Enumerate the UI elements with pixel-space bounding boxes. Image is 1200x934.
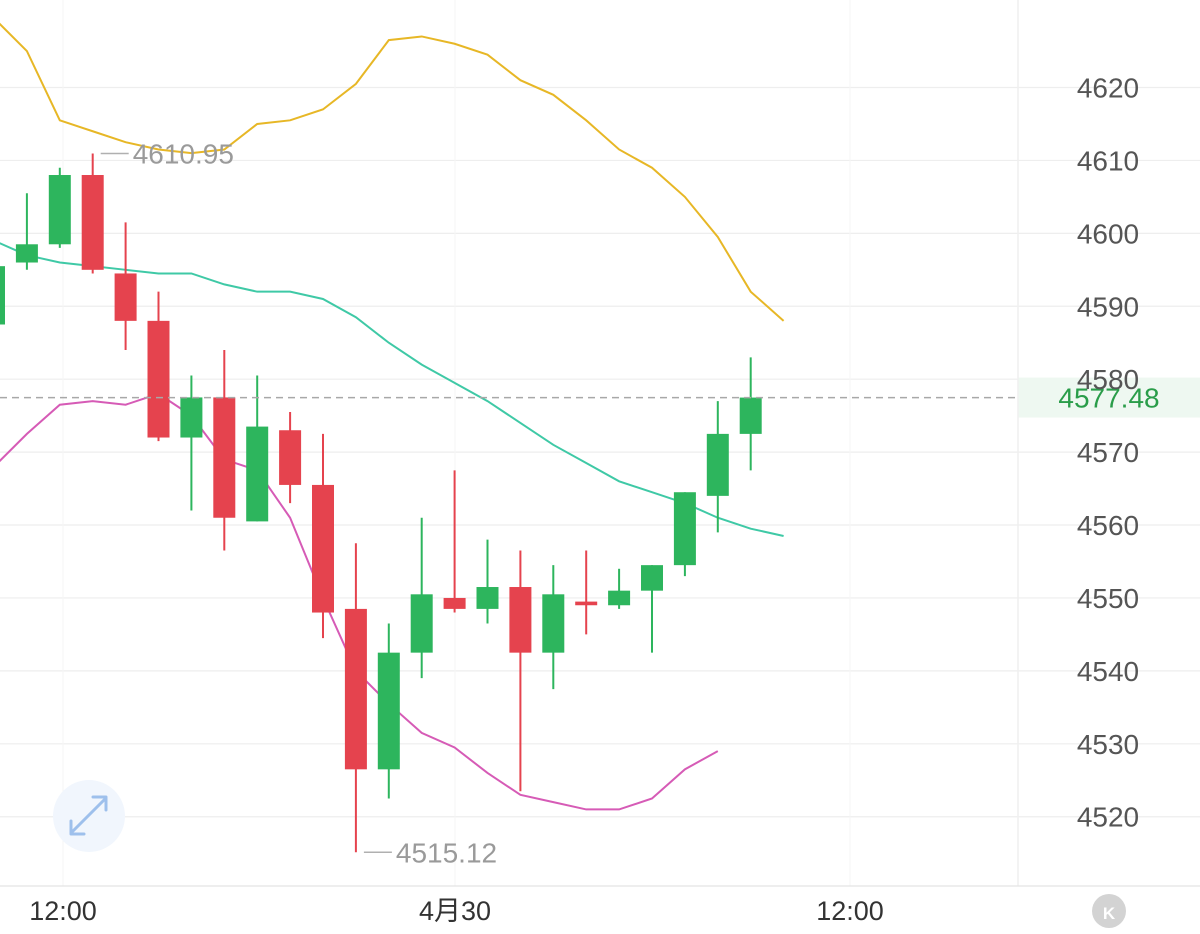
candle-down: [443, 470, 466, 613]
candle-up: [608, 568, 631, 609]
candle-up: [476, 539, 499, 624]
candle-body: [213, 397, 236, 518]
y-tick-label: 4590: [1077, 291, 1139, 322]
x-tick-label: 12:00: [29, 896, 97, 926]
expand-arrows-icon: [69, 795, 108, 836]
candle-body: [476, 587, 499, 609]
candle-body: [147, 320, 170, 438]
candle-up: [641, 565, 663, 653]
candle-body: [739, 397, 762, 434]
x-tick-label: 12:00: [816, 896, 884, 926]
candle-up: [377, 623, 400, 799]
y-tick-label: 4520: [1077, 802, 1139, 833]
candle-down: [279, 412, 302, 504]
x-axis: 12:00 4月30 12:00: [29, 896, 884, 926]
y-tick-label: 4580: [1077, 364, 1139, 395]
kline-button-glyph: K: [1103, 904, 1116, 923]
candle-up: [0, 266, 5, 325]
candle-down: [312, 433, 334, 639]
low-price-label: 4515.12: [396, 837, 497, 868]
candle-body: [443, 597, 466, 609]
y-tick-label: 4550: [1077, 583, 1139, 614]
candle-up: [706, 401, 729, 533]
candle-body: [81, 175, 104, 270]
candle-up: [48, 167, 71, 248]
candle-down: [509, 550, 532, 792]
x-tick-label: 4月30: [419, 896, 491, 926]
k-circle-icon: [1092, 894, 1126, 928]
grid-lines: [0, 86, 1200, 818]
upper-band-line: [0, 22, 785, 322]
expand-button[interactable]: [53, 780, 125, 852]
y-tick-label: 4610: [1077, 145, 1139, 176]
candle-body: [48, 175, 71, 245]
high-price-label: 4610.95: [133, 139, 234, 170]
candle-up: [246, 375, 269, 522]
candle-body: [279, 430, 302, 485]
candle-body: [641, 565, 663, 591]
candle-body: [706, 433, 729, 496]
candle-up: [180, 375, 203, 511]
candle-body: [542, 594, 565, 653]
kline-button[interactable]: K: [1092, 894, 1126, 928]
candle-body: [312, 484, 334, 613]
candle-down: [114, 222, 137, 351]
candle-down: [213, 350, 236, 551]
candle-down: [147, 291, 170, 442]
candle-up: [739, 357, 762, 471]
candle-up: [410, 517, 433, 679]
candles: [0, 153, 762, 853]
candle-body: [246, 426, 269, 522]
candle-body: [673, 492, 696, 566]
candle-body: [608, 590, 631, 606]
candle-up: [15, 193, 38, 270]
candle-body: [0, 266, 5, 325]
candle-body: [114, 273, 137, 321]
candle-body: [509, 587, 532, 653]
candle-body: [377, 652, 400, 770]
candle-body: [410, 594, 433, 653]
current-price-label: 4577.48: [1058, 383, 1159, 414]
candle-up: [673, 492, 696, 577]
y-tick-label: 4600: [1077, 218, 1139, 249]
y-tick-label: 4540: [1077, 656, 1139, 687]
candle-body: [180, 397, 203, 438]
candle-up: [542, 565, 565, 690]
candle-body: [344, 608, 367, 770]
candle-down: [344, 543, 367, 853]
candle-body: [575, 601, 598, 606]
candle-down: [575, 550, 598, 635]
y-tick-label: 4560: [1077, 510, 1139, 541]
y-tick-label: 4570: [1077, 437, 1139, 468]
candle-down: [81, 153, 104, 274]
current-price-highlight: [1018, 377, 1200, 418]
candle-body: [15, 244, 38, 263]
y-axis: 4520 4530 4540 4550 4560 4570 4580 4590 4600 4610…: [1077, 73, 1139, 833]
y-tick-label: 4620: [1077, 73, 1139, 104]
y-tick-label: 4530: [1077, 729, 1139, 760]
